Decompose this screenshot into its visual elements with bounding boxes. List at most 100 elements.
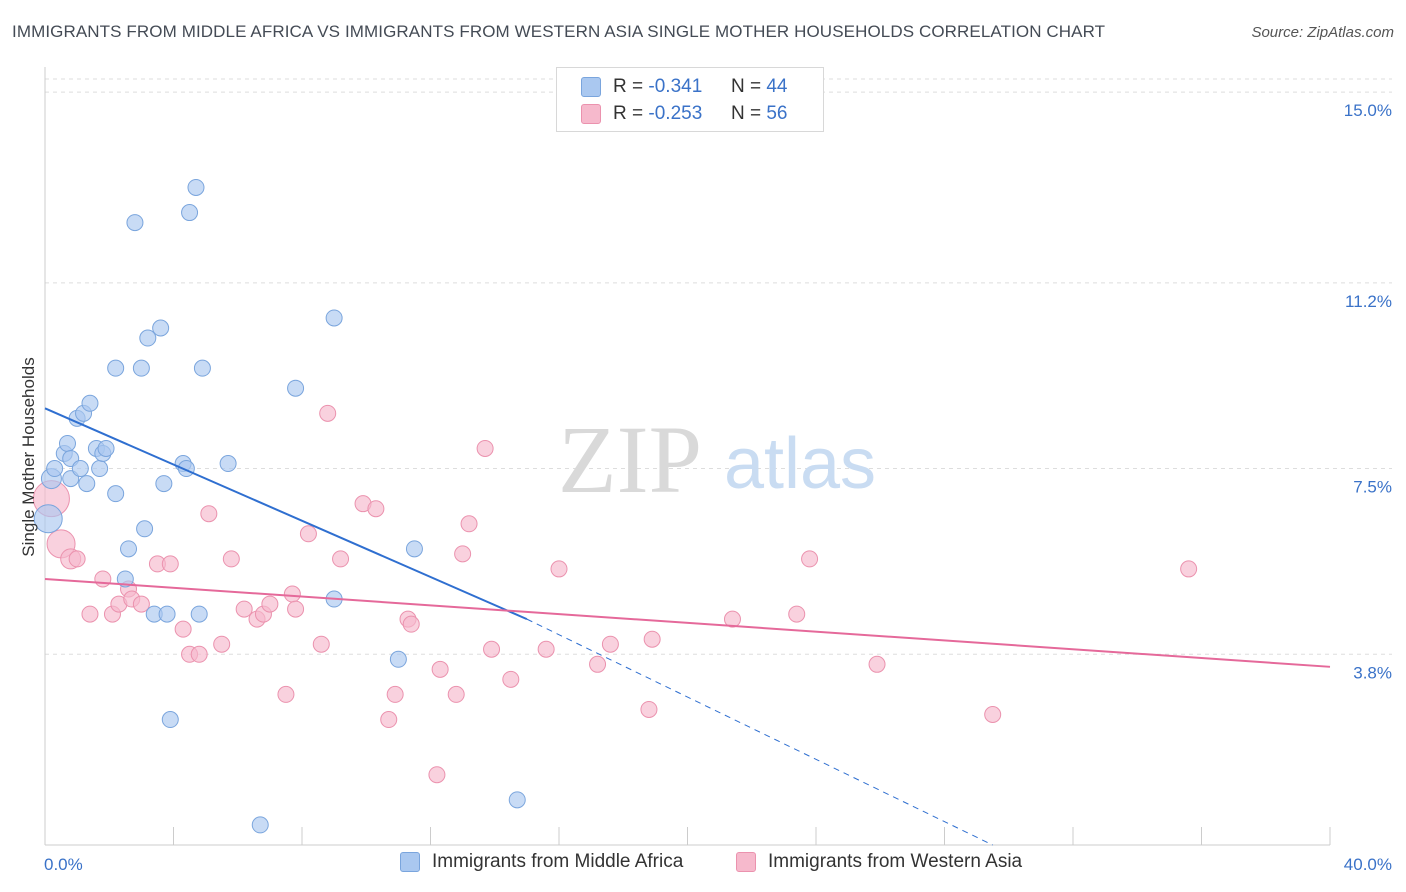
watermark-zip: ZIP: [558, 406, 702, 513]
point-western-asia: [312, 635, 330, 653]
n-value: 56: [766, 103, 788, 124]
point-western-asia: [589, 655, 607, 673]
legend-row-western-asia: R = -0.253 N = 56: [581, 102, 787, 126]
n-label: N =: [730, 76, 762, 97]
point-middle-africa: [325, 309, 343, 327]
point-middle-africa: [187, 178, 205, 196]
point-western-asia: [68, 550, 86, 568]
point-middle-africa: [161, 711, 179, 729]
r-value: -0.253: [648, 103, 703, 124]
point-western-asia: [640, 700, 658, 718]
legend-swatch-blue: [581, 77, 601, 97]
point-western-asia: [213, 635, 231, 653]
watermark: ZIP atlas: [558, 406, 876, 513]
legend-label: Immigrants from Western Asia: [768, 851, 1023, 872]
point-middle-africa: [190, 605, 208, 623]
point-middle-africa: [136, 520, 154, 538]
point-western-asia: [460, 515, 478, 533]
point-western-asia: [402, 615, 420, 633]
legend-row-middle-africa: R = -0.341 N = 44: [581, 75, 787, 99]
point-middle-africa: [58, 434, 76, 452]
legend-swatch-blue: [400, 852, 420, 872]
point-western-asia: [380, 711, 398, 729]
point-middle-africa: [139, 329, 157, 347]
point-middle-africa: [155, 475, 173, 493]
point-western-asia: [550, 560, 568, 578]
point-middle-africa: [97, 439, 115, 457]
legend-swatch-pink: [581, 104, 601, 124]
point-middle-africa: [508, 791, 526, 809]
x-tick-label: 0.0%: [44, 855, 83, 874]
point-western-asia: [161, 555, 179, 573]
point-middle-africa: [107, 485, 125, 503]
trend-line-western-asia: [44, 577, 1331, 668]
trend-line-middle-africa: [44, 407, 528, 621]
point-western-asia: [601, 635, 619, 653]
axis-labels: 3.8% 7.5% 11.2% 15.0% 0.0% 40.0% Single Mother…: [19, 101, 1392, 874]
trend-line-middle-africa-extension: [526, 618, 993, 846]
legend-item-western-asia: Immigrants from Western Asia: [736, 851, 1022, 873]
correlation-legend: R = -0.341 N = 44 R = -0.253 N = 56: [556, 67, 824, 132]
r-label: R =: [613, 103, 644, 124]
y-tick-label: 15.0%: [1344, 101, 1392, 120]
source-label: Source: ZipAtlas.com: [1251, 24, 1394, 41]
point-western-asia: [431, 660, 449, 678]
point-middle-africa: [219, 455, 237, 473]
point-western-asia: [643, 630, 661, 648]
point-western-asia: [283, 585, 301, 603]
legend-swatch-pink: [736, 852, 756, 872]
point-western-asia: [1180, 560, 1198, 578]
point-western-asia: [537, 640, 555, 658]
point-western-asia: [428, 766, 446, 784]
point-middle-africa: [81, 394, 99, 412]
point-western-asia: [476, 439, 494, 457]
point-western-asia: [261, 595, 279, 613]
point-western-asia: [319, 404, 337, 422]
point-middle-africa: [78, 475, 96, 493]
point-western-asia: [235, 600, 253, 618]
point-western-asia: [190, 645, 208, 663]
point-western-asia: [723, 610, 741, 628]
point-middle-africa: [120, 540, 138, 558]
point-middle-africa: [126, 214, 144, 232]
y-tick-label: 7.5%: [1353, 478, 1392, 497]
chart-title: IMMIGRANTS FROM MIDDLE AFRICA VS IMMIGRA…: [12, 22, 1106, 41]
n-value: 44: [766, 76, 788, 97]
point-western-asia: [367, 500, 385, 518]
point-middle-africa: [158, 605, 176, 623]
point-western-asia: [984, 705, 1002, 723]
watermark-atlas: atlas: [724, 424, 876, 504]
point-western-asia: [788, 605, 806, 623]
legend-item-middle-africa: Immigrants from Middle Africa: [400, 851, 683, 873]
point-middle-africa: [116, 570, 134, 588]
point-middle-africa: [152, 319, 170, 337]
point-middle-africa: [251, 816, 269, 834]
point-western-asia: [386, 685, 404, 703]
x-tick-label: 40.0%: [1344, 855, 1392, 874]
point-western-asia: [868, 655, 886, 673]
point-middle-africa: [33, 504, 63, 534]
r-label: R =: [613, 76, 644, 97]
point-middle-africa: [71, 460, 89, 478]
point-middle-africa: [405, 540, 423, 558]
legend-label: Immigrants from Middle Africa: [432, 851, 684, 872]
y-tick-label: 11.2%: [1345, 292, 1392, 311]
point-middle-africa: [181, 204, 199, 222]
series-legend: Immigrants from Middle Africa Immigrants…: [0, 851, 1406, 879]
point-western-asia: [222, 550, 240, 568]
point-western-asia: [287, 600, 305, 618]
point-western-asia: [299, 525, 317, 543]
point-western-asia: [483, 640, 501, 658]
point-middle-africa: [46, 460, 64, 478]
trend-lines: [44, 407, 1331, 846]
y-axis-title: Single Mother Households: [19, 357, 38, 556]
data-points: [32, 178, 1198, 834]
n-label: N =: [730, 103, 762, 124]
point-western-asia: [94, 570, 112, 588]
point-western-asia: [454, 545, 472, 563]
r-value: -0.341: [648, 76, 703, 97]
axes: [44, 67, 1331, 846]
point-middle-africa: [389, 650, 407, 668]
point-western-asia: [447, 685, 465, 703]
point-western-asia: [174, 620, 192, 638]
